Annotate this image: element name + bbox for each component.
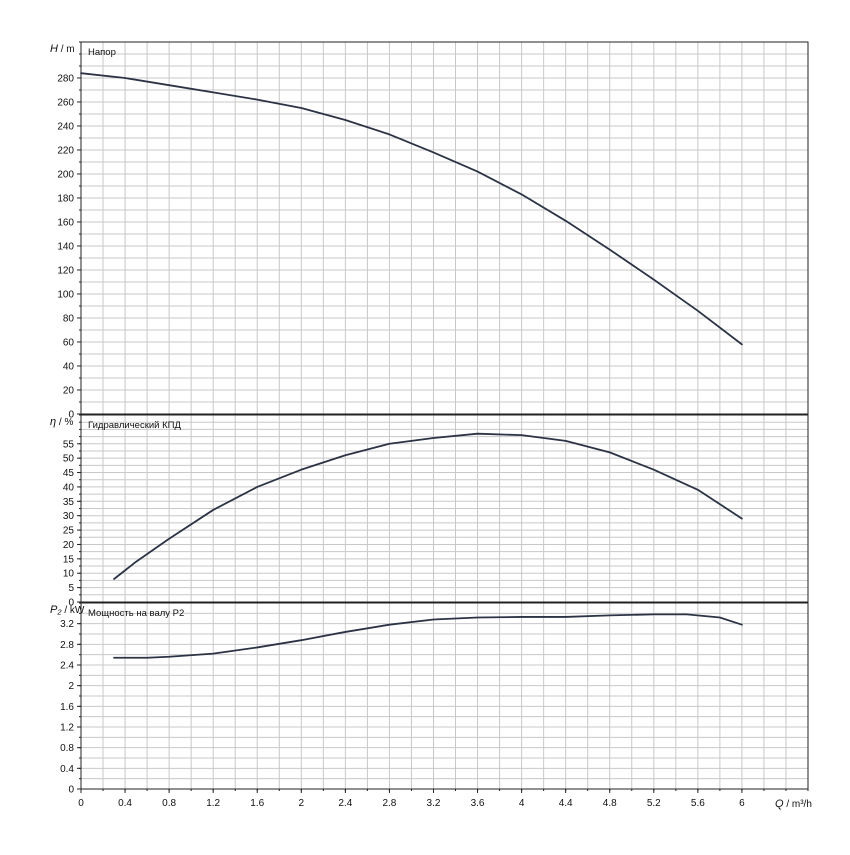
series-line: [113, 432, 743, 580]
x-tick-label: 4.4: [559, 798, 573, 809]
x-tick-label: 1.6: [250, 798, 264, 809]
y-tick-label: 45: [63, 468, 75, 479]
y-tick-label: 35: [63, 497, 75, 508]
y-tick-label: 140: [57, 242, 74, 253]
panel-title: Напор: [88, 47, 116, 58]
series-line: [80, 72, 743, 346]
x-tick-label: 4.8: [603, 798, 617, 809]
x-tick-label: 6: [739, 798, 745, 809]
y-tick-label: 30: [63, 511, 75, 522]
y-tick-label: 60: [63, 338, 75, 349]
y-tick-label: 55: [63, 439, 75, 450]
y-tick-label: 120: [57, 266, 74, 277]
y-tick-label: 180: [57, 194, 74, 205]
x-tick-label: 1.2: [206, 798, 220, 809]
y-tick-label: 0.4: [60, 764, 74, 775]
y-tick-label: 200: [57, 170, 74, 181]
x-tick-label: 2.4: [338, 798, 352, 809]
y-tick-label: 2.8: [60, 640, 74, 651]
y-tick-label: 100: [57, 290, 74, 301]
x-tick-label: 5.2: [647, 798, 661, 809]
x-axis-label: Q / m³/h: [775, 798, 812, 810]
panel-frame-0: [80, 41, 809, 415]
y-axis-symbol: P₂: [50, 604, 62, 616]
y-tick-label: 0.8: [60, 743, 74, 754]
y-axis-label: H / m: [50, 43, 75, 55]
panel-title: Мощность на валу P2: [88, 608, 184, 619]
y-tick-label: 50: [63, 454, 75, 465]
y-tick-label: 220: [57, 146, 74, 157]
y-axis-unit: / kW: [62, 605, 85, 616]
x-tick-label: 0: [78, 798, 84, 809]
y-tick-label: 15: [63, 554, 75, 565]
y-tick-label: 2.4: [60, 661, 74, 672]
y-tick-label: 0: [68, 410, 74, 421]
y-axis-label: P₂ / kW: [50, 604, 85, 616]
y-tick-label: 260: [57, 98, 74, 109]
y-tick-label: 5: [68, 583, 74, 594]
y-axis-label: η / %: [50, 416, 73, 428]
series-line: [113, 613, 743, 659]
x-axis-symbol: Q: [775, 798, 784, 810]
x-tick-label: 3.6: [471, 798, 485, 809]
y-tick-label: 40: [63, 482, 75, 493]
y-tick-label: 280: [57, 74, 74, 85]
y-tick-label: 240: [57, 122, 74, 133]
y-tick-label: 40: [63, 362, 75, 373]
y-tick-label: 1.2: [60, 723, 74, 734]
y-axis-unit: / m: [58, 44, 75, 55]
panel-title: Гидравлический КПД: [88, 420, 181, 431]
y-axis-unit: / %: [56, 417, 73, 428]
y-axis-symbol: H: [50, 43, 58, 55]
y-tick-label: 2: [68, 681, 74, 692]
y-tick-label: 10: [63, 569, 75, 580]
y-tick-label: 1.6: [60, 702, 74, 713]
y-tick-label: 20: [63, 386, 75, 397]
y-tick-label: 80: [63, 314, 75, 325]
x-tick-label: 0.4: [118, 798, 132, 809]
y-tick-label: 25: [63, 526, 75, 537]
y-tick-label: 20: [63, 540, 75, 551]
x-tick-label: 2: [299, 798, 305, 809]
x-tick-label: 4: [519, 798, 525, 809]
x-tick-label: 3.2: [427, 798, 441, 809]
y-tick-label: 3.2: [60, 619, 74, 630]
y-tick-label: 0: [68, 785, 74, 796]
x-tick-label: 0.8: [162, 798, 176, 809]
x-tick-label: 2.8: [382, 798, 396, 809]
y-tick-label: 0: [68, 598, 74, 609]
x-axis-unit: / m³/h: [784, 799, 812, 810]
y-tick-label: 160: [57, 218, 74, 229]
x-tick-label: 5.6: [691, 798, 705, 809]
y-axis-symbol: η: [50, 416, 56, 428]
